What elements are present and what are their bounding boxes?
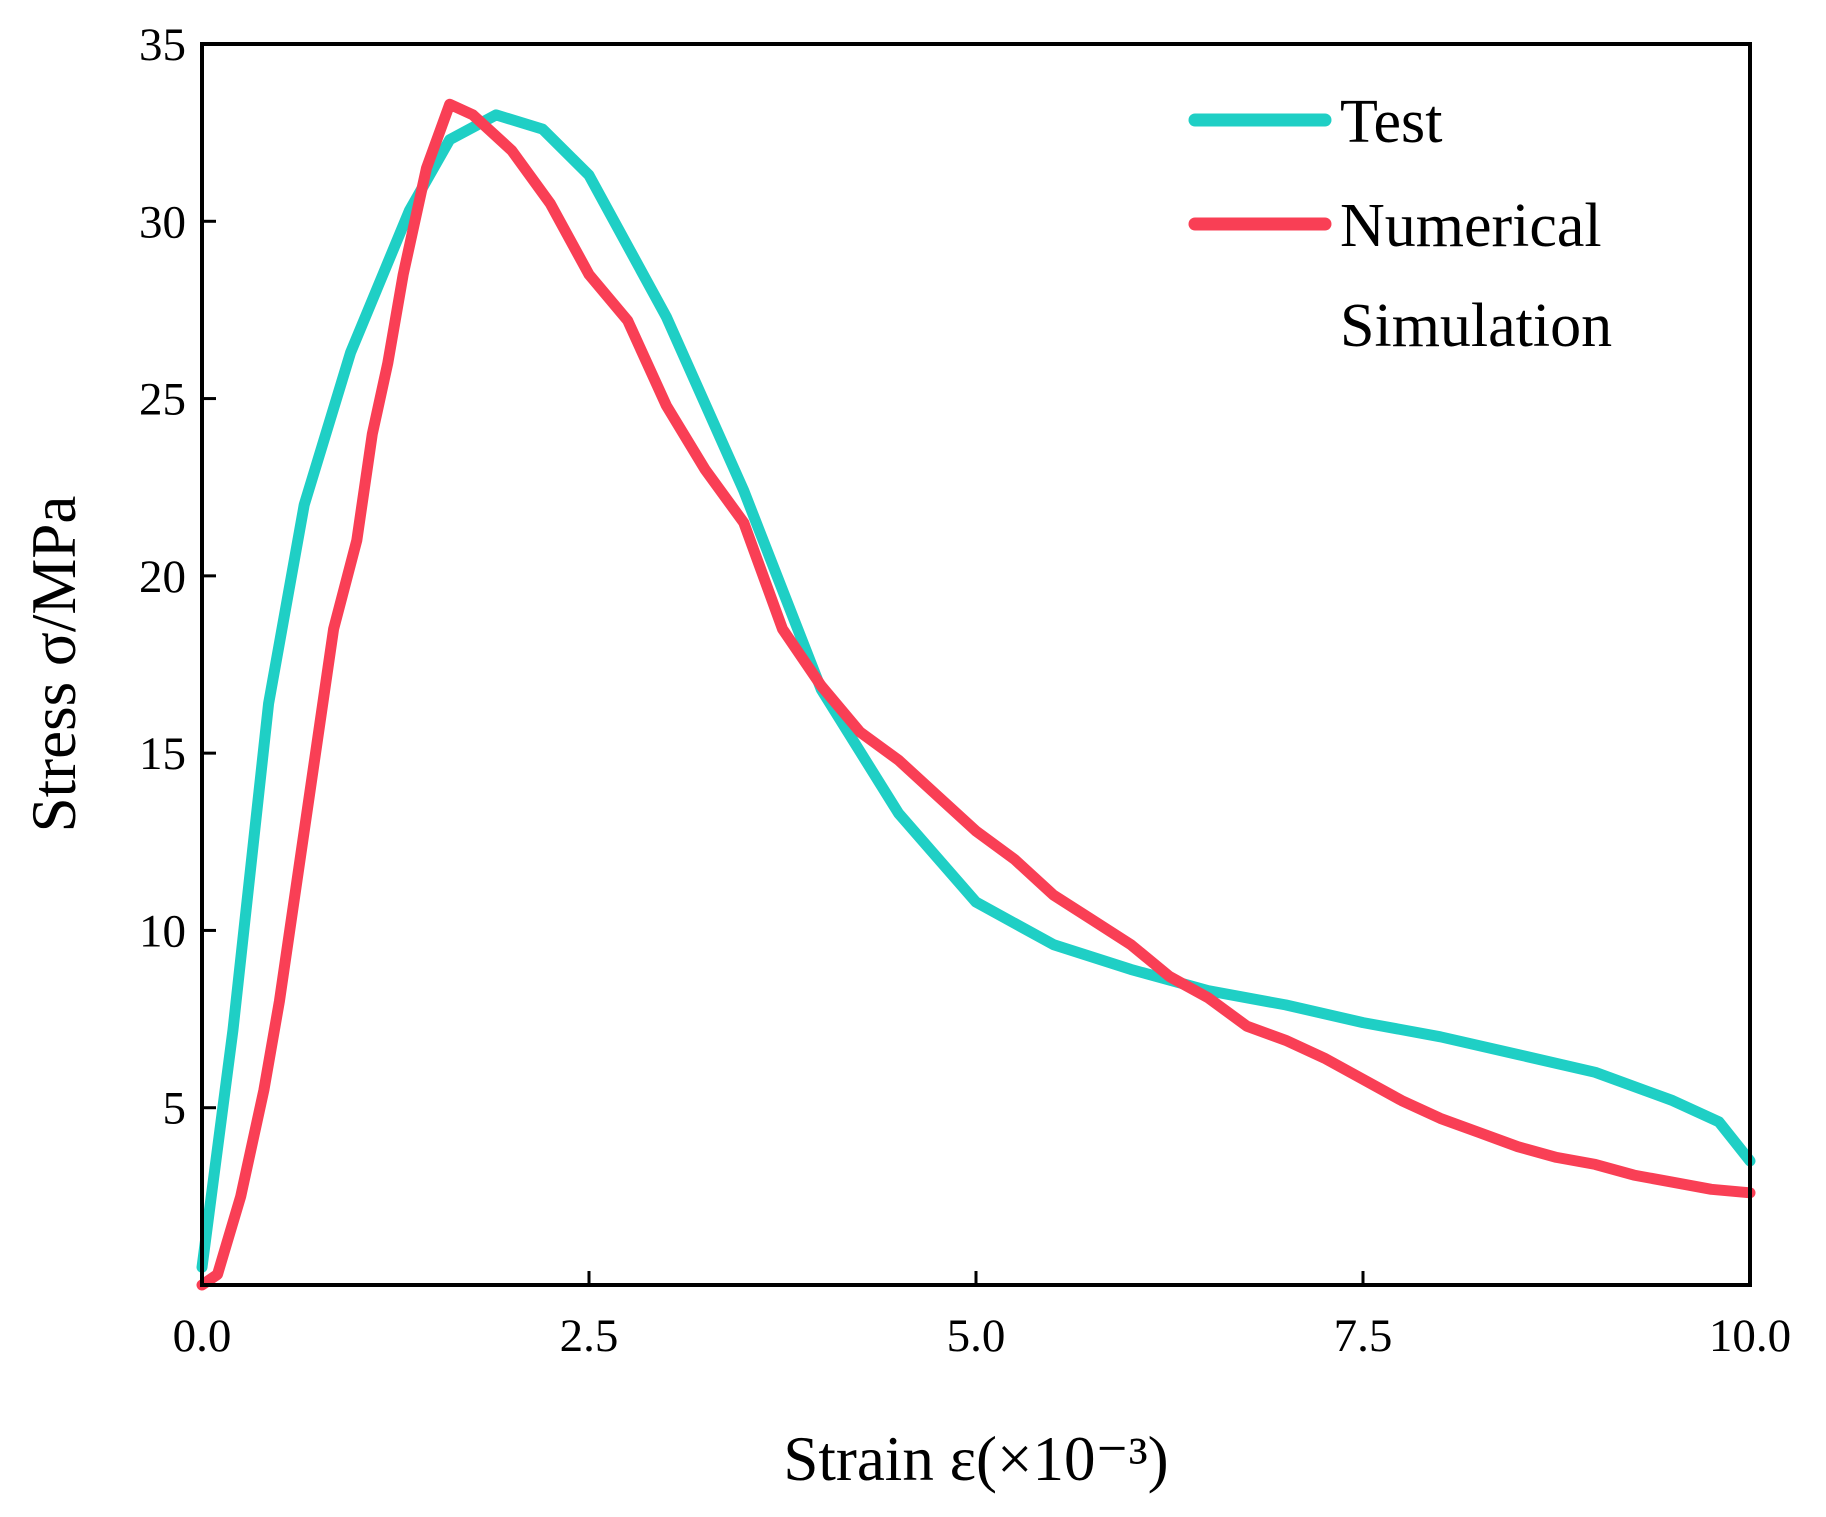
x-axis-title: Strain ε(×10⁻³)	[783, 1424, 1168, 1494]
legend-label: Test	[1340, 88, 1442, 156]
x-tick-label: 0.0	[173, 1310, 232, 1362]
y-axis-title: Stress σ/MPa	[19, 496, 89, 833]
y-tick-label: 10	[139, 905, 186, 957]
y-tick-label: 35	[139, 19, 186, 71]
series-line	[196, 109, 1756, 1273]
y-tick-label: 5	[163, 1083, 187, 1135]
y-tick-label: 25	[139, 374, 186, 426]
legend-label: Numerical Simulation	[1340, 192, 1612, 360]
x-tick-label: 5.0	[947, 1310, 1006, 1362]
y-tick-label: 20	[139, 551, 186, 603]
x-tick-label: 7.5	[1334, 1310, 1393, 1362]
x-tick-label: 10.0	[1709, 1310, 1791, 1362]
y-tick-label: 30	[139, 196, 186, 248]
x-tick-label: 2.5	[560, 1310, 619, 1362]
plot-frame	[200, 42, 1752, 1287]
series-line	[196, 98, 1756, 1291]
y-tick-label: 15	[139, 728, 186, 780]
